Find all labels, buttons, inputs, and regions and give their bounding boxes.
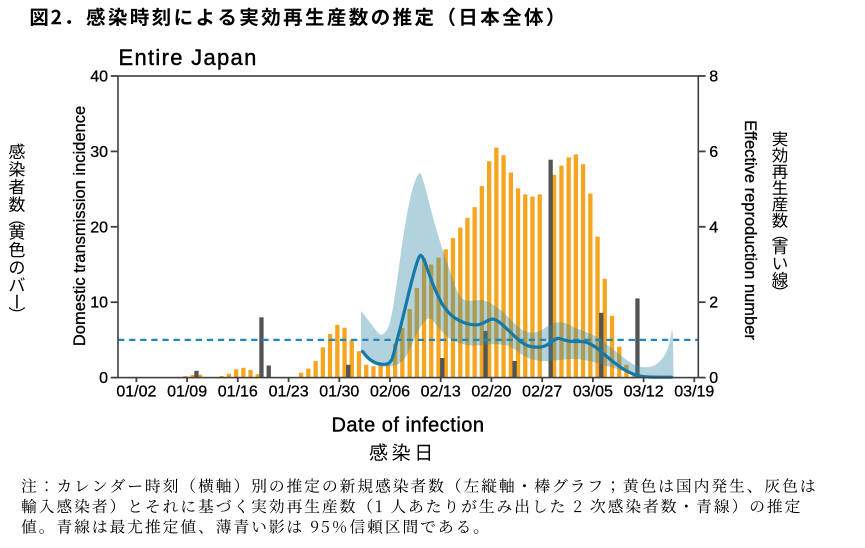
svg-text:03/12: 03/12: [624, 384, 664, 401]
svg-text:4: 4: [709, 219, 718, 236]
svg-text:8: 8: [709, 69, 718, 86]
svg-text:01/30: 01/30: [319, 384, 359, 401]
svg-text:Effective reproduction number: Effective reproduction number: [741, 120, 759, 340]
svg-text:0: 0: [709, 370, 718, 387]
svg-text:2: 2: [709, 295, 718, 312]
svg-text:Date of infection: Date of infection: [331, 415, 484, 437]
svg-text:10: 10: [90, 295, 108, 312]
svg-text:01/02: 01/02: [116, 384, 156, 401]
svg-text:02/27: 02/27: [522, 384, 562, 401]
svg-text:30: 30: [90, 144, 108, 161]
svg-text:Domestic transmission incidenc: Domestic transmission incidence: [71, 106, 89, 346]
svg-text:6: 6: [709, 144, 718, 161]
svg-text:20: 20: [90, 219, 108, 236]
svg-text:01/16: 01/16: [218, 384, 258, 401]
svg-text:03/05: 03/05: [573, 384, 613, 401]
svg-text:Entire Japan: Entire Japan: [119, 45, 258, 70]
svg-text:02/13: 02/13: [421, 384, 461, 401]
svg-text:02/06: 02/06: [370, 384, 410, 401]
svg-text:01/23: 01/23: [269, 384, 309, 401]
svg-text:03/19: 03/19: [674, 384, 714, 401]
svg-text:02/20: 02/20: [471, 384, 511, 401]
svg-text:0: 0: [99, 370, 108, 387]
svg-text:40: 40: [90, 69, 108, 86]
svg-text:01/09: 01/09: [167, 384, 207, 401]
